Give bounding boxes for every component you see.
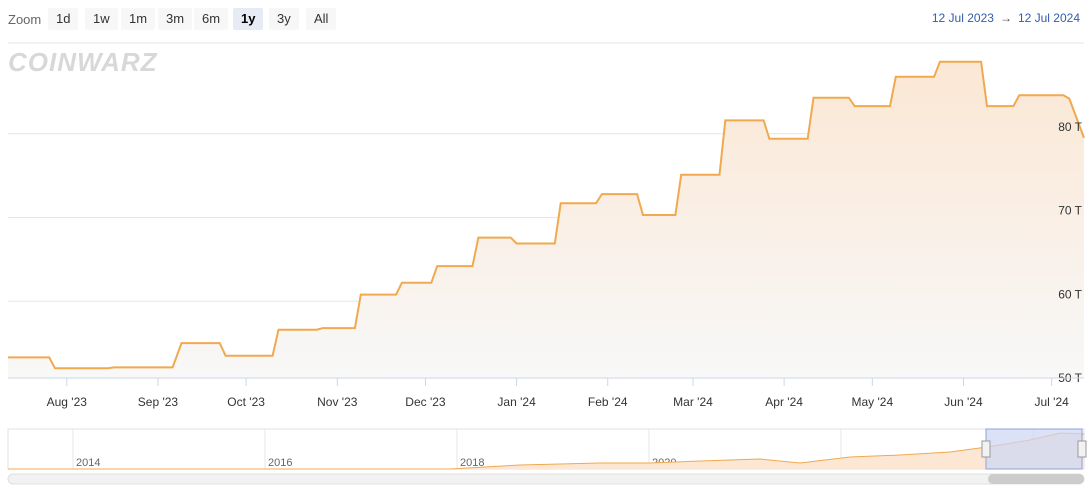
navigator[interactable]: 201420162018202020222024 (7, 428, 1087, 470)
scrollbar-thumb[interactable] (988, 474, 1084, 484)
toolbar: Zoom 1d 1w 1m 3m 6m 1y 3y All 12 Jul 202… (0, 0, 1092, 40)
zoom-1w-button[interactable]: 1w (85, 8, 118, 30)
navigator-year-label: 2016 (268, 457, 292, 469)
navigator-selection[interactable] (985, 428, 1083, 470)
x-tick-label: Sep '23 (138, 395, 179, 409)
range-arrow: → (999, 11, 1012, 25)
area-fill (8, 61, 1084, 378)
x-tick-label: Aug '23 (47, 395, 88, 409)
zoom-1y-button[interactable]: 1y (233, 8, 264, 30)
series-line (8, 60, 1085, 370)
zoom-all-button[interactable]: All (306, 8, 337, 30)
scrollbar-track[interactable] (7, 473, 1085, 485)
navigator-year-label: 2014 (76, 457, 100, 469)
date-range: 12 Jul 2023 → 12 Jul 2024 (932, 11, 1080, 25)
y-tick-label: 70 T (1058, 204, 1082, 218)
navigator-left-handle[interactable] (981, 440, 991, 458)
zoom-3m-button[interactable]: 3m (158, 8, 193, 30)
navigator-right-handle[interactable] (1077, 440, 1087, 458)
range-from[interactable]: 12 Jul 2023 (931, 11, 994, 25)
zoom-3y-button[interactable]: 3y (269, 8, 299, 30)
x-axis: Aug '23 Sep '23 Oct '23 Nov '23 Dec '23 Jan '… (47, 378, 1070, 409)
y-tick-label: 60 T (1058, 287, 1082, 301)
x-tick-label: Jun '24 (944, 395, 983, 409)
x-tick-label: Nov '23 (317, 395, 358, 409)
y-tick-label: 80 T (1058, 120, 1082, 134)
x-tick-label: Dec '23 (405, 395, 446, 409)
navigator-area (8, 433, 1084, 469)
watermark-logo: COINWARZ (8, 47, 158, 77)
navigator-year-label: 2018 (460, 457, 484, 469)
zoom-label: Zoom (8, 12, 42, 27)
zoom-1m-button[interactable]: 1m (121, 8, 156, 30)
zoom-1d-button[interactable]: 1d (48, 8, 79, 30)
zoom-6m-button[interactable]: 6m (194, 8, 229, 30)
x-tick-label: Oct '23 (227, 395, 265, 409)
x-tick-label: Mar '24 (673, 395, 713, 409)
x-tick-label: Jul '24 (1035, 395, 1070, 409)
range-to[interactable]: 12 Jul 2024 (1017, 11, 1080, 25)
x-tick-label: Feb '24 (588, 395, 628, 409)
x-tick-label: Apr '24 (765, 395, 803, 409)
y-axis: 50 T60 T70 T80 T (1058, 120, 1082, 385)
x-tick-label: May '24 (851, 395, 893, 409)
x-tick-label: Jan '24 (497, 395, 536, 409)
